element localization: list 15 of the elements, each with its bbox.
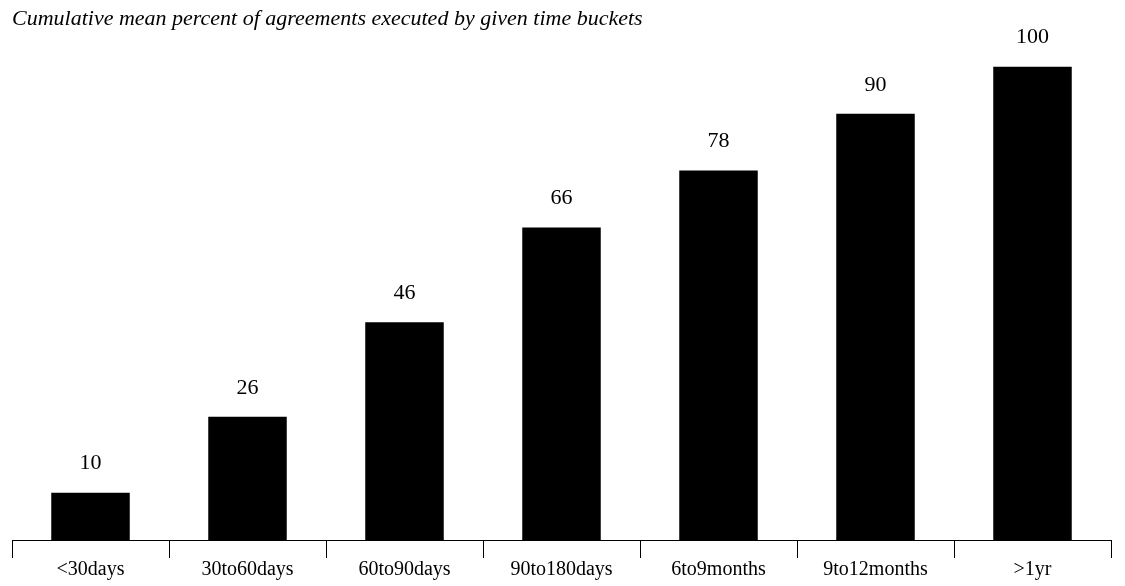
x-tick-label: 60to90days xyxy=(358,557,451,581)
data-label: 66 xyxy=(550,184,573,210)
x-tick-label: 30to60days xyxy=(201,557,294,581)
data-label: 10 xyxy=(79,449,102,475)
data-label: 90 xyxy=(864,70,887,96)
chart-title: Cumulative mean percent of agreements executed by given time buckets xyxy=(12,4,643,30)
data-label: 26 xyxy=(236,373,259,399)
data-label: 46 xyxy=(393,278,416,304)
data-label: 100 xyxy=(1016,23,1049,49)
data-label: 78 xyxy=(707,127,730,153)
x-tick-label: 90to180days xyxy=(510,557,613,581)
x-tick-label: >1yr xyxy=(1013,557,1052,581)
x-tick-label: <30days xyxy=(56,557,125,581)
x-tick-label: 6to9months xyxy=(671,557,766,580)
x-tick-label: 9to12months xyxy=(823,557,928,580)
